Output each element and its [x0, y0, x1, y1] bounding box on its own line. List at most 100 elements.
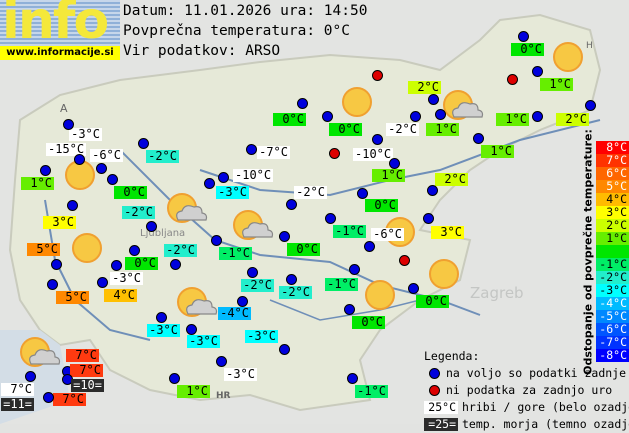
- station-marker[interactable]: [532, 111, 543, 122]
- station-marker[interactable]: [211, 235, 222, 246]
- station-temperature-label: -2°C: [164, 244, 197, 257]
- logo-url[interactable]: www.informacije.si: [0, 46, 120, 60]
- station-temperature-label: 3°C: [431, 226, 464, 239]
- station-marker[interactable]: [169, 373, 180, 384]
- station-temperature-label: 5°C: [27, 243, 60, 256]
- sea-temperature-label: =11=: [1, 398, 34, 411]
- mountain-temperature-label: -3°C: [224, 368, 257, 381]
- station-marker[interactable]: [428, 94, 439, 105]
- station-temperature-label: 0°C: [125, 257, 158, 270]
- logo[interactable]: info www.informacije.si: [0, 0, 120, 60]
- scale-title-text: Odstopanje od povprečne temperature:: [581, 128, 594, 375]
- station-marker[interactable]: [423, 213, 434, 224]
- station-marker[interactable]: [297, 98, 308, 109]
- station-marker[interactable]: [129, 245, 140, 256]
- scale-cell: -3°C: [596, 284, 629, 297]
- legend-item-sea: =25= temp. morja (temno ozadje): [424, 416, 629, 433]
- station-marker[interactable]: [204, 178, 215, 189]
- station-marker[interactable]: [146, 221, 157, 232]
- blue-dot-icon: [429, 368, 440, 379]
- logo-word-box: info: [0, 0, 120, 46]
- station-temperature-label: -2°C: [279, 286, 312, 299]
- station-marker[interactable]: [349, 264, 360, 275]
- station-no-data-marker[interactable]: [329, 148, 340, 159]
- station-marker[interactable]: [43, 392, 54, 403]
- station-marker[interactable]: [325, 213, 336, 224]
- scale-cell: 7°C: [596, 154, 629, 167]
- mountain-temperature-label: -10°C: [353, 147, 394, 161]
- station-marker[interactable]: [25, 371, 36, 382]
- legend-no-data-text: ni podatka za zadnjo uro: [446, 383, 613, 397]
- station-marker[interactable]: [435, 109, 446, 120]
- station-marker[interactable]: [96, 163, 107, 174]
- scale-cell: -2°C: [596, 271, 629, 284]
- station-marker[interactable]: [107, 174, 118, 185]
- station-marker[interactable]: [279, 344, 290, 355]
- scale-cell: -1°C: [596, 258, 629, 271]
- legend-available-text: na voljo so podatki zadnje ure: [446, 366, 629, 380]
- station-no-data-marker[interactable]: [372, 70, 383, 81]
- station-temperature-label: -3°C: [216, 186, 249, 199]
- station-marker[interactable]: [216, 356, 227, 367]
- station-marker[interactable]: [237, 296, 248, 307]
- station-marker[interactable]: [410, 111, 421, 122]
- country-label-austria: A: [60, 102, 68, 115]
- station-temperature-label: -3°C: [187, 335, 220, 348]
- station-marker[interactable]: [67, 200, 78, 211]
- station-marker[interactable]: [344, 304, 355, 315]
- station-temperature-label: -1°C: [333, 225, 366, 238]
- station-temperature-label: 0°C: [114, 186, 147, 199]
- scale-cell: 5°C: [596, 180, 629, 193]
- station-temperature-label: 3°C: [43, 216, 76, 229]
- station-marker[interactable]: [279, 231, 290, 242]
- mountain-temperature-label: -2°C: [294, 186, 327, 199]
- station-marker[interactable]: [473, 133, 484, 144]
- station-marker[interactable]: [138, 138, 149, 149]
- sun-cloud-icon: [436, 83, 486, 131]
- station-marker[interactable]: [389, 158, 400, 169]
- station-marker[interactable]: [186, 324, 197, 335]
- scale-cell: 3°C: [596, 206, 629, 219]
- station-marker[interactable]: [532, 66, 543, 77]
- station-marker[interactable]: [518, 31, 529, 42]
- station-marker[interactable]: [40, 165, 51, 176]
- legend-item-no-data: ni podatka za zadnjo uro: [424, 382, 629, 399]
- station-marker[interactable]: [286, 274, 297, 285]
- station-marker[interactable]: [156, 312, 167, 323]
- station-marker[interactable]: [47, 279, 58, 290]
- station-marker[interactable]: [427, 185, 438, 196]
- sun-icon: [422, 252, 472, 300]
- anomaly-color-scale: 8°C 7°C 6°C 5°C 4°C 3°C 2°C 1°C -1°C -2°C -3°C -4°C…: [596, 141, 629, 362]
- station-temperature-label: 7°C: [70, 364, 103, 377]
- station-marker[interactable]: [246, 144, 257, 155]
- date-line: Datum: 11.01.2026 ura: 14:50: [123, 3, 368, 19]
- station-marker[interactable]: [322, 111, 333, 122]
- mountain-temperature-label: -2°C: [386, 123, 419, 136]
- station-no-data-marker[interactable]: [507, 74, 518, 85]
- station-marker[interactable]: [585, 100, 596, 111]
- station-marker[interactable]: [170, 259, 181, 270]
- sun-cloud-icon: [13, 330, 63, 378]
- station-marker[interactable]: [357, 188, 368, 199]
- station-marker[interactable]: [218, 172, 229, 183]
- station-marker[interactable]: [347, 373, 358, 384]
- mountain-temperature-label: -10°C: [233, 168, 274, 182]
- station-marker[interactable]: [74, 154, 85, 165]
- station-temperature-label: 4°C: [104, 289, 137, 302]
- station-marker[interactable]: [364, 241, 375, 252]
- station-no-data-marker[interactable]: [399, 255, 410, 266]
- station-marker[interactable]: [286, 199, 297, 210]
- station-marker[interactable]: [408, 283, 419, 294]
- station-marker[interactable]: [63, 119, 74, 130]
- station-marker[interactable]: [97, 277, 108, 288]
- station-marker[interactable]: [247, 267, 258, 278]
- station-marker[interactable]: [111, 260, 122, 271]
- station-temperature-label: 2°C: [556, 113, 589, 126]
- station-marker[interactable]: [51, 259, 62, 270]
- station-marker[interactable]: [372, 134, 383, 145]
- station-temperature-label: 0°C: [273, 113, 306, 126]
- station-temperature-label: 0°C: [511, 43, 544, 56]
- city-label-zagreb: Zagreb: [470, 284, 524, 302]
- mountain-temperature-label: -3°C: [110, 272, 143, 285]
- station-temperature-label: -4°C: [218, 307, 251, 320]
